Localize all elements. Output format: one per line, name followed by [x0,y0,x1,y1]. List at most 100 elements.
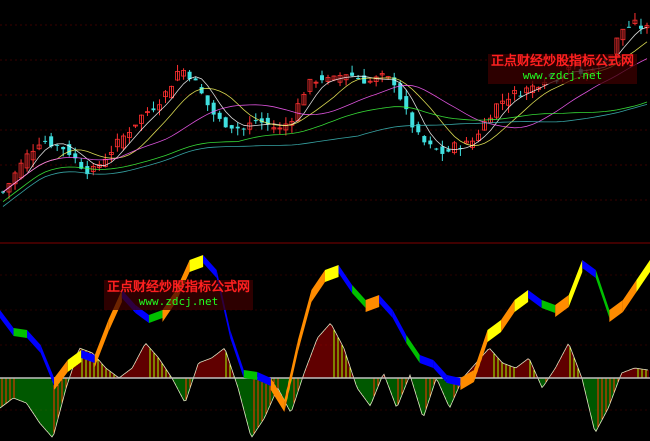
candle-body [644,25,650,29]
moving-average-line [2,41,648,193]
candle-body [139,114,144,124]
watermark-top: 正点财经炒股指标公式网 www.zdcj.net [488,54,638,84]
candle-body [313,81,319,84]
candle-body [536,86,542,90]
ribbon-segment [40,345,55,386]
candle-body [367,80,373,83]
candle-body [392,77,397,86]
candle-body [283,123,289,131]
watermark-title: 正点财经炒股指标公式网 [491,54,635,69]
candle-body [379,73,385,76]
ribbon-segment [501,300,515,332]
candle-body [518,95,523,97]
candle-body [205,95,210,106]
candle-body [24,153,30,169]
ribbon-segment [243,370,258,380]
ribbon-segment [473,330,488,382]
candle-body [61,146,66,150]
candle-body [277,127,283,130]
ribbon-segment [148,310,163,323]
candle-body [512,90,517,95]
moving-average-line [2,104,648,207]
candle-body [211,102,216,115]
candle-body [79,161,84,169]
ribbon-segment [555,295,569,317]
ribbon-segment [595,270,610,318]
candle-body [422,136,427,143]
ribbon-segment [27,330,41,353]
ribbon-segment [433,360,447,383]
candle-body [259,118,264,123]
candle-body [114,138,120,148]
candle-body [632,19,638,24]
ribbon-segment [311,270,325,302]
ribbon-segment [203,255,217,278]
candle-body [217,112,222,119]
watermark-bottom: 正点财经炒股指标公式网 www.zdcj.net [104,280,254,310]
candle-body [362,75,367,84]
candle-body [169,85,174,99]
ribbon-segment [622,280,637,312]
candle-body [530,85,536,94]
candle-body [301,93,307,106]
candle-body [620,28,626,41]
candle-body [626,26,631,28]
candle-body [253,120,258,122]
ribbon-segment [325,265,339,282]
candle-body [12,172,18,185]
candle-body [241,128,246,130]
candle-body [524,87,530,94]
candle-body [229,125,234,129]
ribbon-segment [67,350,82,372]
candle-body [500,100,505,104]
ribbon-segment [338,265,353,293]
ribbon-segment [284,340,298,412]
ribbon-segment [406,335,420,363]
candle-body [446,149,451,152]
oscillator-line [0,323,649,438]
candle-body [126,131,132,138]
ribbon-segment [352,285,366,308]
watermark-url: www.zdcj.net [522,68,603,82]
candle-body [464,140,469,144]
candle-body [373,76,379,82]
candle-body [398,83,403,100]
candle-body [506,98,511,106]
candle-body [416,124,421,133]
ribbon-segment [392,310,407,343]
ribbon-segment [13,328,28,338]
candle-body [458,148,463,150]
candle-body [157,104,162,111]
ribbon-segment [81,350,95,363]
candle-body [410,112,415,128]
candle-body [235,126,240,129]
ribbon-segment [94,320,109,367]
candle-body [271,127,277,130]
ribbon-segment [514,290,529,312]
ribbon-segment [379,295,393,318]
candle-body [55,144,60,146]
ribbon-segment [636,260,650,292]
ribbon-segment [609,300,623,322]
candle-body [187,71,192,80]
moving-average-line [2,26,648,193]
candle-body [193,78,198,81]
ribbon-segment [257,372,271,386]
candle-body [638,25,643,29]
ribbon-segment [487,320,502,342]
candle-body [151,108,156,111]
ribbon-segment [270,378,285,412]
ribbon-segment [528,290,542,308]
candle-body [36,144,42,150]
candle-body [175,70,180,81]
candle-body [404,96,409,110]
watermark-url: www.zdcj.net [138,294,219,308]
watermark-title: 正点财经炒股指标公式网 [107,280,251,295]
candle-body [223,117,228,128]
candle-body [350,72,355,76]
ribbon-segment [541,300,556,313]
moving-average-line [2,58,648,193]
candle-body [163,91,168,98]
